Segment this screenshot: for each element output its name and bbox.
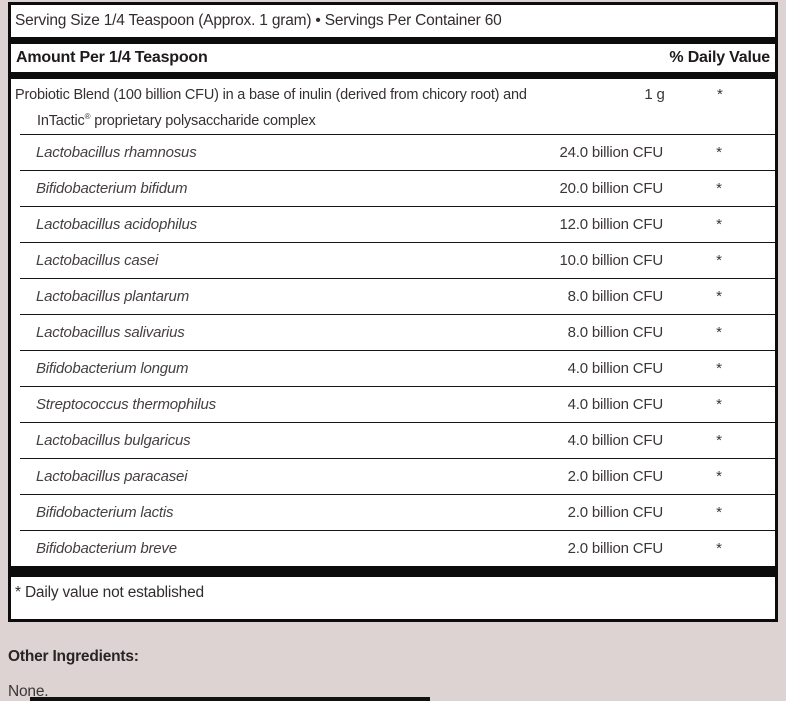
daily-value-heading: % Daily Value bbox=[669, 49, 770, 66]
strain-amount: 4.0 billion CFU bbox=[567, 431, 664, 449]
other-ingredients-value: None. bbox=[8, 683, 49, 700]
strain-row: Bifidobacterium longum 4.0 billion CFU * bbox=[11, 350, 775, 386]
blend-trademark-name: InTactic bbox=[37, 112, 85, 129]
row-separator bbox=[20, 242, 775, 243]
blend-line-2-rest: proprietary polysaccharide complex bbox=[90, 112, 316, 129]
strain-name: Streptococcus thermophilus bbox=[36, 395, 216, 413]
serving-size-text: Serving Size 1/4 Teaspoon (Approx. 1 gra… bbox=[15, 12, 502, 29]
strain-daily-value: * bbox=[716, 143, 722, 161]
blend-daily-value: * bbox=[717, 86, 723, 103]
probiotic-blend-row: Probiotic Blend (100 billion CFU) in a b… bbox=[11, 79, 775, 134]
strain-daily-value: * bbox=[716, 287, 722, 305]
serving-size-line: Serving Size 1/4 Teaspoon (Approx. 1 gra… bbox=[11, 5, 775, 37]
row-separator bbox=[20, 530, 775, 531]
strain-row: Lactobacillus salivarius 8.0 billion CFU… bbox=[11, 314, 775, 350]
strain-row: Lactobacillus acidophilus 12.0 billion C… bbox=[11, 206, 775, 242]
row-separator bbox=[20, 134, 775, 135]
row-separator bbox=[20, 206, 775, 207]
strain-name: Lactobacillus casei bbox=[36, 251, 159, 269]
strain-name: Lactobacillus paracasei bbox=[36, 467, 188, 485]
amounts-header-row: Amount Per 1/4 Teaspoon % Daily Value bbox=[11, 44, 775, 72]
strain-row: Bifidobacterium bifidum 20.0 billion CFU… bbox=[11, 170, 775, 206]
registered-mark: ® bbox=[84, 112, 91, 121]
strain-amount: 2.0 billion CFU bbox=[567, 503, 664, 521]
strain-daily-value: * bbox=[716, 467, 722, 485]
daily-value-footnote: * Daily value not established bbox=[15, 584, 204, 601]
strain-daily-value: * bbox=[716, 539, 722, 557]
row-separator bbox=[20, 386, 775, 387]
strain-row: Streptococcus thermophilus 4.0 billion C… bbox=[11, 386, 775, 422]
strain-name: Bifidobacterium breve bbox=[36, 539, 177, 557]
strain-daily-value: * bbox=[716, 251, 722, 269]
strain-daily-value: * bbox=[716, 359, 722, 377]
strain-amount: 4.0 billion CFU bbox=[567, 395, 664, 413]
strain-name: Bifidobacterium bifidum bbox=[36, 179, 188, 197]
supplement-facts-panel: Serving Size 1/4 Teaspoon (Approx. 1 gra… bbox=[8, 2, 778, 622]
strain-name: Lactobacillus plantarum bbox=[36, 287, 189, 305]
row-separator bbox=[20, 314, 775, 315]
other-ingredients-section: Other Ingredients: None. bbox=[8, 648, 139, 701]
strain-row: Bifidobacterium lactis 2.0 billion CFU * bbox=[11, 494, 775, 530]
strain-daily-value: * bbox=[716, 395, 722, 413]
strain-row: Bifidobacterium breve 2.0 billion CFU * bbox=[11, 530, 775, 566]
strain-name: Bifidobacterium lactis bbox=[36, 503, 174, 521]
strain-row: Lactobacillus plantarum 8.0 billion CFU … bbox=[11, 278, 775, 314]
strain-daily-value: * bbox=[716, 215, 722, 233]
strain-amount: 2.0 billion CFU bbox=[567, 539, 664, 557]
amount-per-heading: Amount Per 1/4 Teaspoon bbox=[16, 49, 208, 66]
cutoff-black-bar bbox=[30, 697, 430, 701]
blend-amount: 1 g bbox=[644, 86, 665, 103]
divider-bar-top bbox=[11, 37, 775, 44]
strain-name: Lactobacillus salivarius bbox=[36, 323, 185, 341]
strain-amount: 12.0 billion CFU bbox=[559, 215, 663, 233]
strain-daily-value: * bbox=[716, 323, 722, 341]
strain-amount: 2.0 billion CFU bbox=[567, 467, 664, 485]
row-separator bbox=[20, 278, 775, 279]
strain-name: Lactobacillus rhamnosus bbox=[36, 143, 197, 161]
strain-row: Lactobacillus paracasei 2.0 billion CFU … bbox=[11, 458, 775, 494]
strain-amount: 8.0 billion CFU bbox=[567, 323, 664, 341]
divider-bar-bottom bbox=[11, 566, 775, 577]
strain-name: Lactobacillus acidophilus bbox=[36, 215, 197, 233]
strain-amount: 24.0 billion CFU bbox=[559, 143, 663, 161]
strain-amount: 20.0 billion CFU bbox=[559, 179, 663, 197]
strain-amount: 10.0 billion CFU bbox=[559, 251, 663, 269]
divider-bar-header bbox=[11, 72, 775, 79]
strain-amount: 4.0 billion CFU bbox=[567, 359, 664, 377]
strain-amount: 8.0 billion CFU bbox=[567, 287, 664, 305]
strain-row: Lactobacillus casei 10.0 billion CFU * bbox=[11, 242, 775, 278]
strain-name: Lactobacillus bulgaricus bbox=[36, 431, 191, 449]
row-separator bbox=[20, 422, 775, 423]
strain-daily-value: * bbox=[716, 179, 722, 197]
probiotic-blend-description: Probiotic Blend (100 billion CFU) in a b… bbox=[11, 85, 527, 134]
row-separator bbox=[20, 494, 775, 495]
row-separator bbox=[20, 458, 775, 459]
strain-name: Bifidobacterium longum bbox=[36, 359, 189, 377]
row-separator bbox=[20, 170, 775, 171]
blend-line-1: Probiotic Blend (100 billion CFU) in a b… bbox=[15, 87, 527, 103]
strain-row: Lactobacillus bulgaricus 4.0 billion CFU… bbox=[11, 422, 775, 458]
strain-row: Lactobacillus rhamnosus 24.0 billion CFU… bbox=[11, 134, 775, 170]
strain-daily-value: * bbox=[716, 431, 722, 449]
other-ingredients-heading: Other Ingredients: bbox=[8, 648, 139, 665]
row-separator bbox=[20, 350, 775, 351]
blend-line-2: InTactic® proprietary polysaccharide com… bbox=[37, 106, 527, 132]
strain-daily-value: * bbox=[716, 503, 722, 521]
